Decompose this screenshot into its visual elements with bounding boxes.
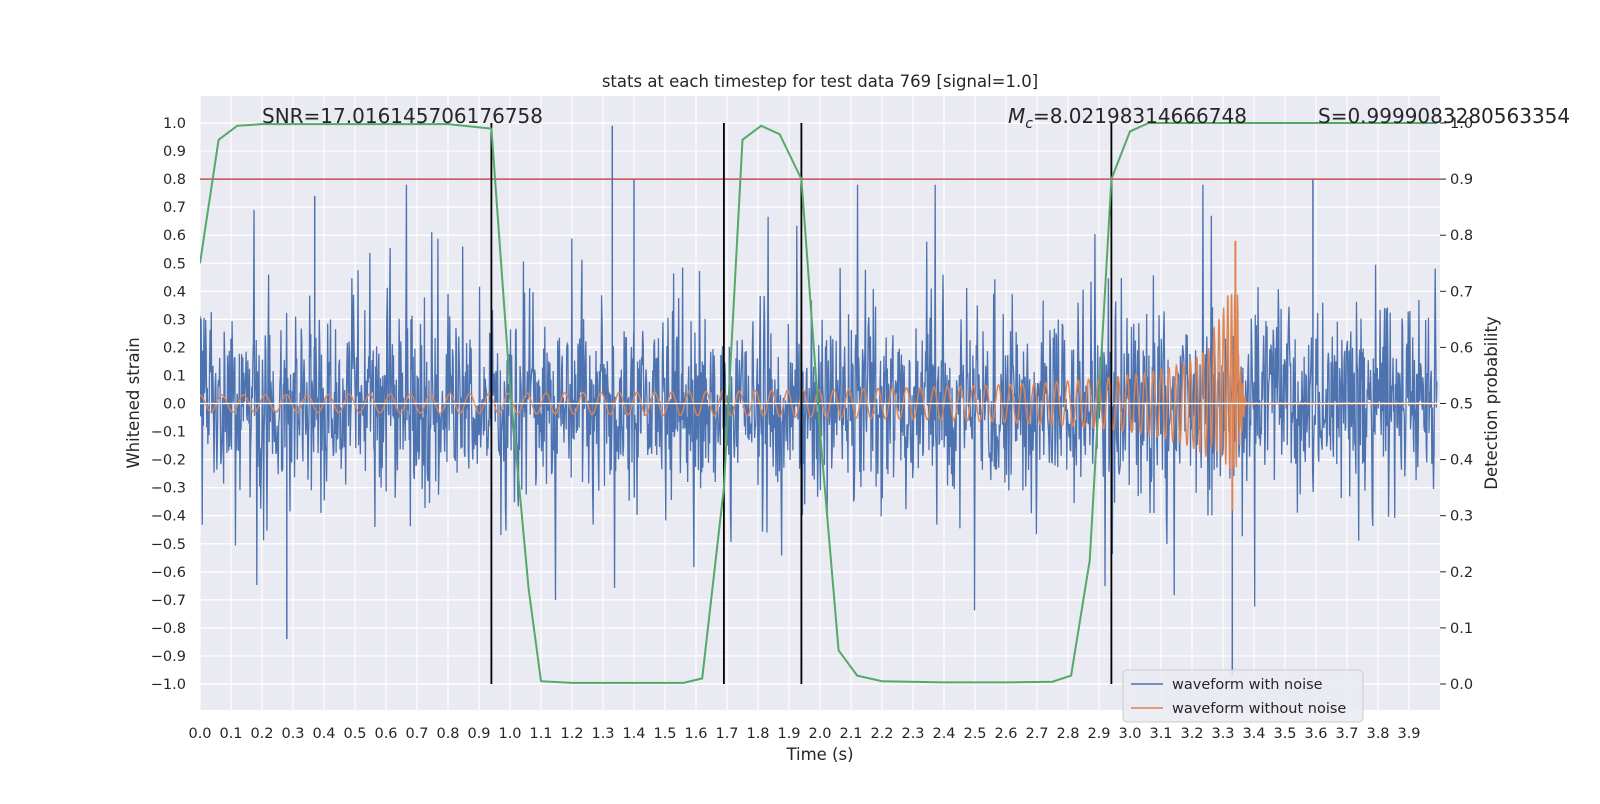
legend-label-clean: waveform without noise	[1172, 701, 1346, 717]
x-tick-label: 2.0	[808, 726, 831, 742]
x-tick-label: 1.1	[529, 726, 552, 742]
y-tick-label: −0.4	[151, 509, 186, 525]
mc-symbol: M	[1008, 104, 1025, 128]
y-tick-label: 0.1	[163, 368, 186, 384]
x-tick-label: 1.7	[715, 726, 738, 742]
x-tick-label: 2.1	[839, 726, 862, 742]
x-tick-label: 3.7	[1335, 726, 1358, 742]
legend-box	[1122, 669, 1364, 723]
x-tick-label: 3.2	[1180, 726, 1203, 742]
legend: waveform with noise waveform without noi…	[1122, 669, 1364, 723]
y2-tick-label: 0.5	[1450, 397, 1473, 413]
x-tick-label: 2.7	[1025, 726, 1048, 742]
y-tick-label: −0.2	[151, 453, 186, 469]
x-tick-label: 0.0	[188, 726, 211, 742]
x-tick-label: 0.7	[405, 726, 428, 742]
y-tick-label: −0.3	[151, 481, 186, 497]
y-tick-label: 0.2	[163, 340, 186, 356]
x-tick-label: 2.8	[1056, 726, 1079, 742]
x-tick-label: 3.3	[1211, 726, 1234, 742]
series-layer	[200, 122, 1440, 684]
y-tick-label: −0.1	[151, 425, 186, 441]
y-tick-label: 0.3	[163, 312, 186, 328]
x-tick-label: 1.4	[622, 726, 645, 742]
x-tick-label: 3.9	[1397, 726, 1420, 742]
y2-tick-label: 0.3	[1450, 509, 1473, 525]
y2-tick-label: 0.6	[1450, 340, 1473, 356]
series-clean-line	[200, 293, 1438, 469]
y-tick-label: 0.7	[163, 200, 186, 216]
x-tick-label: 0.2	[250, 726, 273, 742]
y-tick-label: 1.0	[163, 116, 186, 132]
x-tick-label: 0.1	[219, 726, 242, 742]
y2-tick-label: 0.2	[1450, 565, 1473, 581]
chart-title: stats at each timestep for test data 769…	[602, 72, 1038, 91]
chirp-mass-annotation: Mc=8.02198314666748	[1008, 104, 1247, 132]
mc-value: =8.02198314666748	[1033, 104, 1247, 128]
y2-tick-label: 0.8	[1450, 228, 1473, 244]
x-tick-label: 2.6	[994, 726, 1017, 742]
y-tick-label: 0.0	[163, 397, 186, 413]
y2-tick-label: 0.9	[1450, 172, 1473, 188]
y2-tick-label: 0.4	[1450, 453, 1473, 469]
x-tick-label: 1.5	[653, 726, 676, 742]
x-tick-label: 0.4	[312, 726, 335, 742]
x-tick-label: 1.9	[777, 726, 800, 742]
x-axis-label: Time (s)	[785, 745, 853, 764]
x-tick-label: 1.8	[746, 726, 769, 742]
x-tick-label: 2.2	[870, 726, 893, 742]
x-tick-label: 1.0	[498, 726, 521, 742]
y-tick-label: 0.8	[163, 172, 186, 188]
x-tick-label: 3.0	[1118, 726, 1141, 742]
y-tick-label: −0.7	[151, 593, 186, 609]
y-tick-label: 0.9	[163, 144, 186, 160]
x-tick-label: 0.5	[343, 726, 366, 742]
y2-tick-label: 0.7	[1450, 284, 1473, 300]
y-tick-label: 0.5	[163, 256, 186, 272]
x-tick-label: 3.5	[1273, 726, 1296, 742]
y-tick-label: 0.6	[163, 228, 186, 244]
x-tick-label: 2.5	[963, 726, 986, 742]
y2-tick-label: 0.0	[1450, 677, 1473, 693]
x-tick-label: 3.1	[1149, 726, 1172, 742]
legend-label-noise: waveform with noise	[1172, 677, 1323, 693]
x-tick-label: 1.6	[684, 726, 707, 742]
y-tick-label: −0.5	[151, 537, 186, 553]
y-tick-label: 0.4	[163, 284, 186, 300]
x-tick-label: 0.9	[467, 726, 490, 742]
x-tick-label: 2.4	[932, 726, 955, 742]
x-tick-label: 3.4	[1242, 726, 1265, 742]
x-tick-label: 2.3	[901, 726, 924, 742]
score-annotation: S=0.9999083280563354	[1318, 104, 1570, 128]
x-tick-label: 1.2	[560, 726, 583, 742]
x-tick-label: 3.8	[1366, 726, 1389, 742]
x-tick-label: 2.9	[1087, 726, 1110, 742]
y2-axis-label: Detection probability	[1482, 316, 1501, 490]
y-tick-label: −0.8	[151, 621, 186, 637]
snr-annotation: SNR=17.016145706176758	[262, 104, 543, 128]
tick-labels: 0.0 0.1 0.2 0.3 0.4 0.5 0.6 0.7 0.8 0.9 1.0 1.1 1.2 1…	[151, 116, 1473, 742]
x-tick-label: 3.6	[1304, 726, 1327, 742]
y-axis-label: Whitened strain	[124, 337, 143, 468]
x-tick-label: 0.3	[281, 726, 304, 742]
x-tick-label: 0.6	[374, 726, 397, 742]
y2-tick-label: 1.0	[1450, 116, 1473, 132]
mc-subscript: c	[1025, 116, 1033, 132]
x-tick-label: 1.3	[591, 726, 614, 742]
y-tick-label: −0.9	[151, 649, 186, 665]
x-tick-label: 0.8	[436, 726, 459, 742]
y-tick-label: −0.6	[151, 565, 186, 581]
y-tick-label: −1.0	[151, 677, 186, 693]
y2-tick-label: 0.1	[1450, 621, 1473, 637]
series-probability-line	[200, 122, 1437, 684]
